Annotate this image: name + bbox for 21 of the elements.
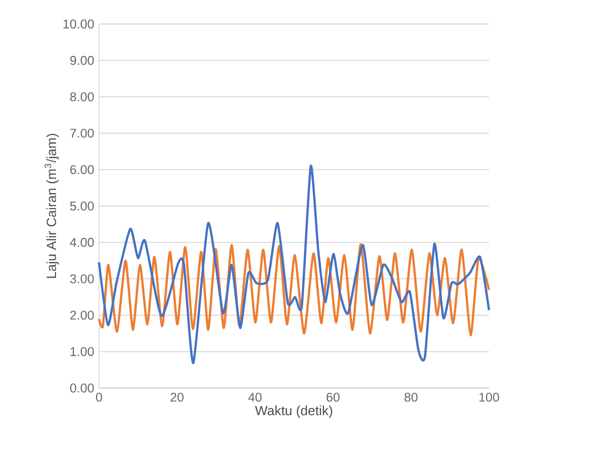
y-tick-label: 8.00	[70, 92, 94, 102]
x-tick-label: 20	[170, 392, 184, 402]
y-tick-label: 3.00	[70, 274, 94, 284]
y-tick-label: 6.00	[70, 165, 94, 174]
y-tick-label: 7.00	[70, 128, 94, 138]
y-tick-label: 0.00	[70, 384, 94, 392]
x-tick-label: 80	[404, 392, 418, 402]
line-series	[98, 243, 490, 336]
y-tick-label: 9.00	[70, 56, 94, 65]
x-tick-label: 60	[326, 392, 340, 402]
y-tick-label: 5.00	[70, 202, 94, 210]
y-tick-label: 2.00	[70, 310, 94, 320]
line-series	[98, 164, 490, 364]
y-tick-label: 1.00	[70, 347, 94, 356]
y-tick-label: 4.00	[70, 238, 94, 247]
x-tick-label: 40	[248, 392, 262, 402]
x-tick-label: 0	[96, 392, 102, 402]
y-axis-title: Laju Alir Cairan (m$^{3}$/jam)	[44, 134, 59, 278]
x-tick-label: 100	[479, 392, 500, 402]
x-axis-title: Waktu (detik)	[255, 406, 332, 418]
y-tick-label: 10.00	[64, 20, 94, 28]
